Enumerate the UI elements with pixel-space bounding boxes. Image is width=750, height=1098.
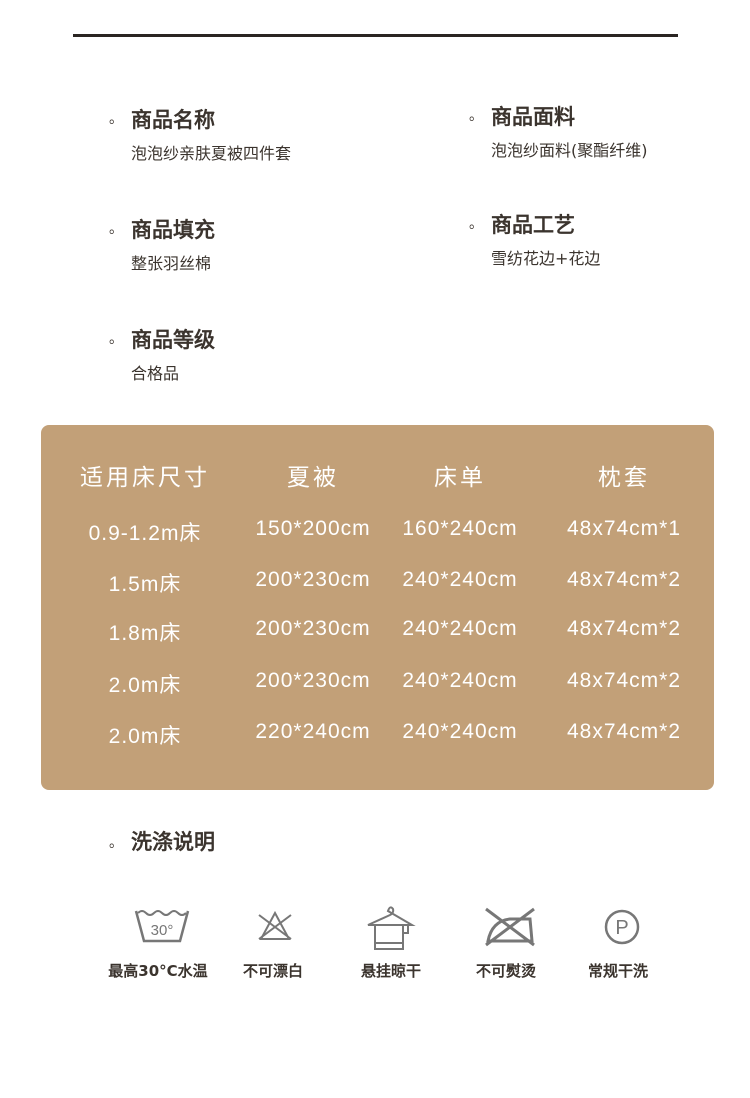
table-header: 床单 <box>434 465 486 491</box>
table-header: 适用床尺寸 <box>80 465 210 491</box>
table-cell: 240*240cm <box>402 669 518 692</box>
table-cell: 150*200cm <box>255 517 371 540</box>
table-cell: 2.0m床 <box>108 674 182 697</box>
spec-craft: 。商品工艺 雪纺花边+花边 <box>469 213 601 268</box>
table-cell: 48x74cm*1 <box>566 517 682 540</box>
table-cell: 200*230cm <box>255 568 371 591</box>
no-bleach-icon <box>258 910 292 940</box>
table-header: 夏被 <box>287 465 339 491</box>
table-cell: 160*240cm <box>402 517 518 540</box>
wash-label: 常规干洗 <box>587 962 649 980</box>
table-cell: 240*240cm <box>402 617 518 640</box>
table-cell: 1.8m床 <box>108 622 182 645</box>
table-cell: 240*240cm <box>402 568 518 591</box>
svg-text:30°: 30° <box>151 922 174 939</box>
spec-fabric: 。商品面料 泡泡纱面料(聚酯纤维) <box>469 105 648 160</box>
table-cell: 48x74cm*2 <box>566 669 682 692</box>
wash-30-icon: 30° <box>134 910 190 943</box>
table-cell: 220*240cm <box>255 720 371 743</box>
table-cell: 0.9-1.2m床 <box>88 522 202 545</box>
svg-text:P: P <box>615 917 628 939</box>
divider <box>73 34 678 37</box>
hang-dry-icon <box>367 906 416 950</box>
wash-label: 不可漂白 <box>242 962 304 980</box>
table-cell: 48x74cm*2 <box>566 568 682 591</box>
size-table: 适用床尺寸 夏被 床单 枕套 0.9-1.2m床 150*200cm 160*240cm 48… <box>41 425 714 790</box>
wash-title: 洗涤说明 <box>131 830 215 854</box>
wash-label: 不可熨烫 <box>475 962 537 980</box>
spec-name: 。商品名称 泡泡纱亲肤夏被四件套 <box>109 108 292 163</box>
spec-grade: 。商品等级 合格品 <box>109 328 215 383</box>
spec-filling: 。商品填充 整张羽丝棉 <box>109 218 215 273</box>
table-cell: 1.5m床 <box>108 573 182 596</box>
table-cell: 200*230cm <box>255 669 371 692</box>
wash-label: 悬挂晾干 <box>360 962 422 980</box>
table-cell: 48x74cm*2 <box>566 617 682 640</box>
table-cell: 2.0m床 <box>108 725 182 748</box>
no-iron-icon <box>485 907 535 947</box>
wash-label: 最高30°C水温 <box>108 962 208 980</box>
table-cell: 200*230cm <box>255 617 371 640</box>
dry-clean-p-icon: P <box>604 909 640 945</box>
table-header: 枕套 <box>598 465 650 491</box>
table-cell: 240*240cm <box>402 720 518 743</box>
table-cell: 48x74cm*2 <box>566 720 682 743</box>
